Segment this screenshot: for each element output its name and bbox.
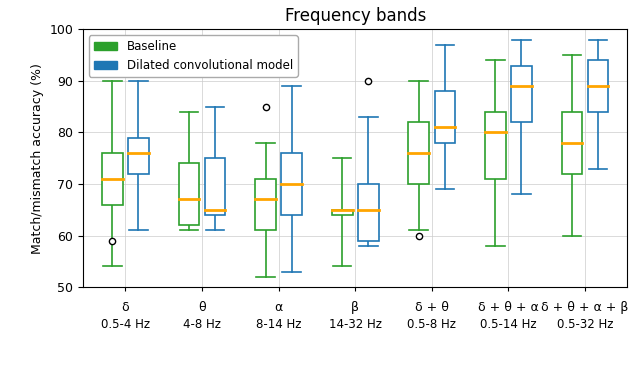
Text: 4-8 Hz: 4-8 Hz xyxy=(183,318,221,330)
Text: δ + θ + α: δ + θ + α xyxy=(478,301,539,314)
Text: δ + θ: δ + θ xyxy=(415,301,449,314)
Bar xyxy=(485,112,506,179)
Text: θ: θ xyxy=(198,301,206,314)
Bar xyxy=(255,179,276,230)
Bar xyxy=(511,66,532,122)
Bar xyxy=(435,91,455,143)
Text: 0.5-8 Hz: 0.5-8 Hz xyxy=(407,318,456,330)
Bar xyxy=(562,112,582,174)
Bar xyxy=(588,60,609,112)
Bar xyxy=(332,210,353,215)
Bar xyxy=(205,158,225,215)
Bar xyxy=(128,138,148,174)
Legend: Baseline, Dilated convolutional model: Baseline, Dilated convolutional model xyxy=(89,35,298,77)
Text: 0.5-14 Hz: 0.5-14 Hz xyxy=(480,318,537,330)
Y-axis label: Match/mismatch accuracy (%): Match/mismatch accuracy (%) xyxy=(31,63,44,254)
Title: Frequency bands: Frequency bands xyxy=(285,7,426,25)
Text: α: α xyxy=(275,301,283,314)
Text: δ + θ + α + β: δ + θ + α + β xyxy=(541,301,628,314)
Text: δ: δ xyxy=(122,301,129,314)
Bar xyxy=(179,163,199,225)
Text: 0.5-32 Hz: 0.5-32 Hz xyxy=(557,318,613,330)
Text: 0.5-4 Hz: 0.5-4 Hz xyxy=(100,318,150,330)
Text: 8-14 Hz: 8-14 Hz xyxy=(256,318,301,330)
Text: β: β xyxy=(351,301,359,314)
Bar xyxy=(281,153,302,215)
Bar xyxy=(408,122,429,184)
Bar xyxy=(358,184,379,241)
Text: 14-32 Hz: 14-32 Hz xyxy=(329,318,381,330)
Bar xyxy=(102,153,123,205)
